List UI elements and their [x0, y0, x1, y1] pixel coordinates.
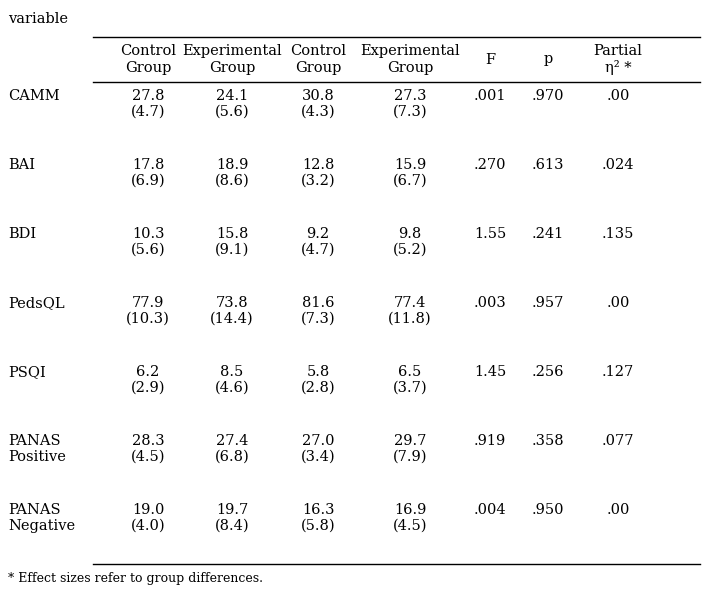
- Text: (4.7): (4.7): [301, 243, 336, 257]
- Text: 9.2: 9.2: [307, 227, 329, 241]
- Text: 15.9: 15.9: [394, 158, 426, 172]
- Text: (6.9): (6.9): [130, 174, 165, 188]
- Text: (9.1): (9.1): [215, 243, 249, 257]
- Text: .358: .358: [532, 434, 564, 448]
- Text: (4.3): (4.3): [301, 105, 336, 119]
- Text: 73.8: 73.8: [216, 296, 248, 310]
- Text: (3.2): (3.2): [301, 174, 336, 188]
- Text: 29.7: 29.7: [394, 434, 427, 448]
- Text: (5.6): (5.6): [215, 105, 250, 119]
- Text: F: F: [485, 53, 495, 66]
- Text: (7.9): (7.9): [393, 450, 427, 464]
- Text: 18.9: 18.9: [216, 158, 248, 172]
- Text: .077: .077: [602, 434, 634, 448]
- Text: 27.0: 27.0: [302, 434, 334, 448]
- Text: .00: .00: [606, 89, 630, 103]
- Text: 1.45: 1.45: [474, 365, 506, 379]
- Text: (5.6): (5.6): [130, 243, 165, 257]
- Text: PedsQL: PedsQL: [8, 296, 65, 310]
- Text: 15.8: 15.8: [216, 227, 248, 241]
- Text: (2.8): (2.8): [301, 381, 336, 395]
- Text: PSQI: PSQI: [8, 365, 46, 379]
- Text: PANAS: PANAS: [8, 503, 61, 517]
- Text: Partial
η² *: Partial η² *: [594, 44, 642, 75]
- Text: .957: .957: [532, 296, 564, 310]
- Text: (5.8): (5.8): [301, 519, 336, 533]
- Text: variable: variable: [8, 12, 68, 26]
- Text: 24.1: 24.1: [216, 89, 248, 103]
- Text: p: p: [544, 53, 553, 66]
- Text: .919: .919: [474, 434, 506, 448]
- Text: Control
Group: Control Group: [120, 44, 176, 75]
- Text: (10.3): (10.3): [126, 312, 170, 326]
- Text: (4.5): (4.5): [393, 519, 427, 533]
- Text: .001: .001: [474, 89, 506, 103]
- Text: .00: .00: [606, 296, 630, 310]
- Text: (5.2): (5.2): [393, 243, 427, 257]
- Text: 10.3: 10.3: [132, 227, 164, 241]
- Text: 81.6: 81.6: [302, 296, 334, 310]
- Text: .270: .270: [474, 158, 506, 172]
- Text: Control
Group: Control Group: [290, 44, 346, 75]
- Text: 27.4: 27.4: [216, 434, 248, 448]
- Text: (3.4): (3.4): [301, 450, 336, 464]
- Text: 27.8: 27.8: [132, 89, 164, 103]
- Text: (11.8): (11.8): [388, 312, 431, 326]
- Text: (4.5): (4.5): [130, 450, 165, 464]
- Text: (7.3): (7.3): [393, 105, 427, 119]
- Text: (4.6): (4.6): [215, 381, 250, 395]
- Text: Experimental
Group: Experimental Group: [182, 44, 282, 75]
- Text: .241: .241: [532, 227, 564, 241]
- Text: .024: .024: [602, 158, 634, 172]
- Text: 27.3: 27.3: [394, 89, 427, 103]
- Text: 77.4: 77.4: [394, 296, 427, 310]
- Text: 1.55: 1.55: [474, 227, 506, 241]
- Text: (8.4): (8.4): [215, 519, 250, 533]
- Text: (2.9): (2.9): [130, 381, 165, 395]
- Text: Positive: Positive: [8, 450, 66, 464]
- Text: 6.2: 6.2: [136, 365, 159, 379]
- Text: * Effect sizes refer to group differences.: * Effect sizes refer to group difference…: [8, 572, 263, 585]
- Text: .127: .127: [602, 365, 634, 379]
- Text: 19.7: 19.7: [216, 503, 248, 517]
- Text: .135: .135: [602, 227, 634, 241]
- Text: (7.3): (7.3): [301, 312, 336, 326]
- Text: 28.3: 28.3: [132, 434, 164, 448]
- Text: 19.0: 19.0: [132, 503, 164, 517]
- Text: 16.9: 16.9: [394, 503, 427, 517]
- Text: Negative: Negative: [8, 519, 75, 533]
- Text: (4.7): (4.7): [130, 105, 165, 119]
- Text: 9.8: 9.8: [398, 227, 422, 241]
- Text: .00: .00: [606, 503, 630, 517]
- Text: (8.6): (8.6): [214, 174, 250, 188]
- Text: (4.0): (4.0): [130, 519, 165, 533]
- Text: .950: .950: [532, 503, 564, 517]
- Text: BDI: BDI: [8, 227, 36, 241]
- Text: 8.5: 8.5: [221, 365, 244, 379]
- Text: Experimental
Group: Experimental Group: [360, 44, 460, 75]
- Text: CAMM: CAMM: [8, 89, 60, 103]
- Text: (6.7): (6.7): [393, 174, 427, 188]
- Text: 30.8: 30.8: [302, 89, 334, 103]
- Text: .004: .004: [474, 503, 506, 517]
- Text: 77.9: 77.9: [132, 296, 164, 310]
- Text: (14.4): (14.4): [210, 312, 254, 326]
- Text: .613: .613: [532, 158, 564, 172]
- Text: 5.8: 5.8: [307, 365, 330, 379]
- Text: (3.7): (3.7): [393, 381, 427, 395]
- Text: BAI: BAI: [8, 158, 35, 172]
- Text: 17.8: 17.8: [132, 158, 164, 172]
- Text: .003: .003: [474, 296, 506, 310]
- Text: .970: .970: [532, 89, 564, 103]
- Text: .256: .256: [532, 365, 564, 379]
- Text: 6.5: 6.5: [398, 365, 422, 379]
- Text: 16.3: 16.3: [302, 503, 334, 517]
- Text: 12.8: 12.8: [302, 158, 334, 172]
- Text: PANAS: PANAS: [8, 434, 61, 448]
- Text: (6.8): (6.8): [214, 450, 250, 464]
